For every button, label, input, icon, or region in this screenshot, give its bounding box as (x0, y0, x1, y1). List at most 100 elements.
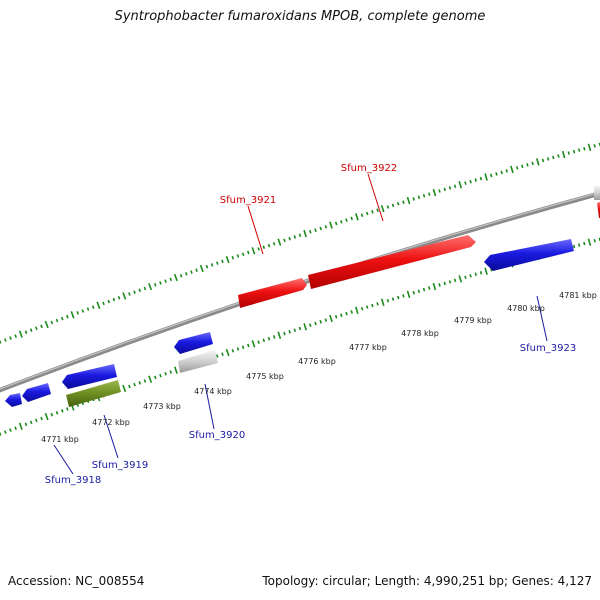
tick-mark (272, 335, 276, 339)
tick-mark (169, 370, 173, 374)
tick-mark (334, 221, 338, 226)
tick-mark (225, 348, 230, 357)
tick-mark (70, 311, 75, 319)
gene-sfum-3918[interactable] (22, 383, 51, 402)
gene-sfum-3919[interactable] (66, 380, 121, 407)
tick-mark (35, 326, 38, 331)
gene-partial-grey[interactable] (594, 186, 600, 200)
tick-mark (9, 428, 12, 432)
tick-mark (50, 412, 54, 417)
tick-mark (391, 297, 395, 301)
tick-mark (60, 409, 64, 413)
kbp-label: 4776 kbp (298, 357, 336, 366)
tick-mark (324, 318, 328, 322)
tick-mark (199, 264, 204, 273)
tick-mark (360, 213, 364, 217)
tick-mark (319, 226, 322, 231)
tick-mark (216, 261, 219, 265)
tick-mark (35, 418, 38, 423)
gene-sfum-3919-upper[interactable] (62, 364, 117, 389)
tick-row-upper (0, 142, 600, 344)
kbp-label: 4780 kbp (507, 304, 545, 313)
tick-mark (247, 343, 250, 348)
gene-sfum-3920[interactable] (178, 350, 218, 373)
tick-mark (86, 307, 90, 311)
tick-mark (96, 301, 101, 309)
label-sfum-3919: Sfum_3919 (92, 460, 148, 471)
tick-mark (386, 205, 390, 209)
tick-row-lower (0, 237, 600, 436)
gene-sfum-3920-upper[interactable] (174, 332, 213, 354)
tick-mark (148, 375, 153, 383)
tick-mark (18, 422, 23, 430)
tick-mark (0, 432, 2, 436)
tick-mark (355, 213, 359, 221)
tick-mark (190, 270, 193, 274)
kbp-label: 4771 kbp (41, 435, 79, 444)
gene-sfum-3922[interactable] (308, 235, 476, 289)
tick-mark (138, 288, 142, 293)
tick-mark (303, 229, 308, 238)
tick-mark (495, 172, 498, 176)
tick-mark (412, 290, 415, 295)
tick-mark (66, 407, 69, 411)
tick-mark (112, 297, 116, 302)
tick-mark (40, 416, 43, 421)
tick-mark (174, 366, 178, 374)
tick-mark (143, 286, 147, 291)
tick-mark (143, 379, 147, 383)
tick-mark (164, 372, 167, 376)
tick-mark (267, 336, 271, 341)
tick-mark (173, 273, 178, 282)
leader-sfum-3919 (103, 414, 119, 459)
tick-mark (474, 272, 477, 277)
tick-mark (231, 348, 235, 353)
tick-mark (340, 220, 343, 224)
gene-sfum-3923[interactable] (484, 239, 574, 271)
tick-mark (350, 310, 353, 314)
gene-partial-red[interactable] (597, 202, 600, 218)
tick-mark (210, 263, 214, 267)
tick-mark (474, 178, 477, 182)
tick-mark (122, 384, 127, 393)
tick-mark (350, 216, 353, 221)
accession-text: Accession: NC_008554 (8, 574, 145, 588)
map-title: Syntrophobacter fumaroxidans MPOB, compl… (114, 9, 486, 24)
tick-mark (221, 352, 224, 356)
tick-mark (587, 238, 592, 246)
tick-mark (397, 295, 400, 300)
tick-mark (153, 375, 157, 380)
tick-mark (128, 292, 131, 296)
tick-mark (402, 200, 405, 204)
tick-mark (40, 324, 43, 329)
tick-mark (355, 306, 359, 315)
tick-mark (309, 323, 312, 327)
tick-mark (422, 287, 426, 292)
tick-mark (371, 210, 374, 214)
tick-mark (251, 340, 256, 348)
tick-mark (257, 340, 260, 344)
tick-mark (432, 282, 437, 291)
kbp-label: 4781 kbp (559, 291, 597, 300)
tick-mark (329, 221, 333, 229)
tick-mark (365, 211, 369, 216)
tick-mark (583, 241, 586, 246)
tick-mark (479, 270, 483, 275)
kbp-label: 4777 kbp (349, 343, 387, 352)
tick-mark (236, 347, 240, 351)
tick-mark (107, 299, 111, 304)
tick-mark (14, 426, 17, 430)
tick-mark (541, 158, 545, 163)
tick-mark (593, 238, 596, 243)
gene-sfum-3921[interactable] (238, 278, 307, 308)
kbp-label: 4779 kbp (454, 316, 492, 325)
genome-summary-text: Topology: circular; Length: 4,990,251 bp… (262, 574, 592, 588)
tick-mark (153, 283, 157, 287)
tick-mark (179, 273, 183, 278)
kbp-label: 4772 kbp (92, 418, 130, 427)
tick-mark (81, 309, 85, 313)
gene-partial-blue[interactable] (5, 393, 22, 407)
tick-mark (319, 320, 322, 324)
tick-mark (91, 305, 95, 309)
